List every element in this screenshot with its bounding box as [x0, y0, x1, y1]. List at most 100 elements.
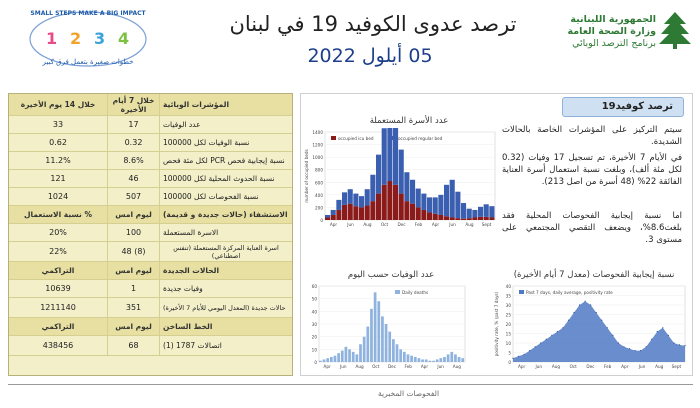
deaths-x-tick: Oct	[372, 364, 380, 369]
deaths-bar	[348, 349, 351, 362]
beds-y-tick: 0	[320, 218, 323, 223]
deaths-bar	[446, 354, 450, 362]
positivity-x-tick: Dec	[586, 364, 595, 369]
beds-y-tick: 1000	[312, 155, 323, 160]
table-row: الاسرة المستعملة 100 20%	[9, 224, 292, 242]
beds-y-label: number of occupied beds	[304, 149, 309, 202]
beds-icu-bar	[483, 216, 489, 220]
deaths-bar	[351, 351, 355, 362]
page-title: ترصد عدوى الكوفيد 19 في لبنان	[229, 12, 517, 36]
beds-icu-bar	[421, 209, 427, 220]
beds-icu-bar	[330, 214, 336, 220]
beds-icu-bar	[415, 207, 421, 220]
deaths-y-tick: 40	[312, 309, 318, 314]
table-row: عدد الوفيات 17 33	[9, 116, 292, 134]
new-header-label: الحالات الجديدة	[159, 262, 292, 280]
positivity-x-tick: Feb	[604, 364, 612, 369]
beds-x-tick: Aug	[363, 222, 372, 227]
deaths-y-tick: 0	[314, 360, 317, 365]
positivity-x-tick: Sept	[672, 364, 682, 369]
ministry-line-2: وزارة الصحة العامة	[567, 26, 656, 37]
deaths-y-tick: 50	[312, 297, 318, 302]
table-row: اسرة العناية المركزة المستعملة (تنفس اصط…	[9, 242, 292, 262]
positivity-point	[684, 345, 686, 347]
row-label: اتصالات 1787 (1)	[159, 336, 292, 356]
new-cases-header-row: الحالات الجديدة ليوم امس التراكمي	[9, 262, 292, 280]
campaign-title: SMALL STEPS MAKE A BIG IMPACT	[30, 10, 146, 17]
beds-chart: 0 200 400 600 800 1000 1200 1400 Apr Jun Aug Oct Dec…	[304, 128, 496, 227]
deaths-bar	[384, 324, 388, 362]
campaign-number-2: 2	[70, 29, 81, 48]
beds-regular-bar	[472, 209, 478, 218]
positivity-x-tick: Jun	[535, 364, 543, 369]
beds-legend-icu-swatch	[331, 136, 336, 140]
deaths-bar	[366, 326, 370, 362]
row-label: حالات جديدة (المعدل اليومي للأيام 7 الأخ…	[159, 298, 292, 318]
beds-y-tick: 800	[315, 168, 323, 173]
table-row: وفيات جديدة 1 10639	[9, 280, 292, 298]
hotline-header-today: ليوم امس	[107, 318, 159, 336]
campaign-number-1: 1	[46, 29, 57, 48]
beds-regular-bar	[455, 191, 461, 219]
col-indicator: المؤشرات الوبائية	[159, 94, 292, 116]
beds-x-tick: Aug	[465, 222, 474, 227]
beds-regular-bar	[449, 179, 455, 218]
positivity-point	[578, 304, 581, 306]
beds-regular-bar	[461, 203, 467, 219]
row-label: الاسرة المستعملة	[159, 224, 292, 242]
deaths-y-tick: 20	[312, 335, 318, 340]
hotline-header-row: الخط الساخن ليوم امس التراكمي	[9, 318, 292, 336]
beds-icu-bar	[404, 201, 410, 220]
positivity-legend-swatch	[519, 290, 524, 294]
positivity-point	[556, 331, 558, 333]
beds-icu-bar	[347, 203, 353, 220]
beds-y-tick: 1200	[312, 143, 323, 148]
row-value-7: 46	[107, 170, 159, 188]
beds-icu-bar	[438, 214, 444, 220]
row-label: نسبة إيجابية فحص PCR لكل مئة فحص	[159, 152, 292, 170]
deaths-bar	[333, 355, 337, 362]
positivity-chart: 0 5 10 15 20 25 30 35 40 Apr Jun Aug Oct Dec Feb Apr Jun…	[494, 284, 686, 369]
positivity-point	[567, 319, 570, 321]
deaths-bar	[355, 354, 359, 362]
beds-regular-bar	[376, 154, 382, 194]
deaths-legend: Daily deaths	[402, 290, 428, 295]
positivity-point	[640, 350, 642, 352]
new-header-today: ليوم امس	[107, 262, 159, 280]
beds-regular-bar	[444, 184, 450, 217]
beds-regular-bar	[330, 209, 336, 215]
row-value-today: (8) 48	[107, 242, 159, 262]
beds-regular-bar	[432, 197, 438, 214]
row-value-14: 33	[9, 116, 107, 134]
deaths-bar	[399, 349, 403, 362]
beds-regular-bar	[359, 196, 365, 208]
deaths-bar	[329, 356, 333, 362]
deaths-bar	[443, 356, 446, 362]
deaths-x-tick: Jun	[339, 364, 347, 369]
positivity-point	[606, 327, 608, 329]
deaths-bar	[381, 316, 384, 362]
ministry-line-1: الجمهورية اللبنانية	[570, 14, 656, 25]
deaths-bar	[457, 356, 461, 362]
deaths-bar	[388, 331, 392, 362]
table-row: حالات جديدة (المعدل اليومي للأيام 7 الأخ…	[9, 298, 292, 318]
beds-icu-bar	[410, 203, 416, 220]
hosp-header-today: ليوم امس	[107, 206, 159, 224]
beds-y-tick: 200	[315, 205, 323, 210]
table-row: نسبة الفحوصات لكل 100000 507 1024	[9, 188, 292, 206]
beds-icu-bar	[472, 217, 478, 220]
positivity-point	[651, 338, 653, 340]
row-value-pct: 22%	[9, 242, 107, 262]
beds-regular-bar	[478, 206, 484, 217]
new-header-cum: التراكمي	[9, 262, 107, 280]
positivity-chart-title: نسبة إيجابية الفحوصات (معدل 7 أيام الأخي…	[513, 270, 675, 280]
deaths-x-tick: Apr	[323, 364, 331, 369]
positivity-point	[551, 334, 553, 336]
beds-icu-bar	[370, 201, 376, 220]
deaths-bar	[340, 350, 344, 362]
table-row: اتصالات 1787 (1) 68 438456	[9, 336, 292, 356]
row-label: اسرة العناية المركزة المستعملة (تنفس اصط…	[159, 242, 292, 262]
summary-panel: ترصد كوفيد19 سيتم التركيز على المؤشرات ا…	[300, 93, 693, 376]
beds-icu-bar	[359, 207, 365, 220]
deaths-legend-swatch	[395, 290, 400, 294]
